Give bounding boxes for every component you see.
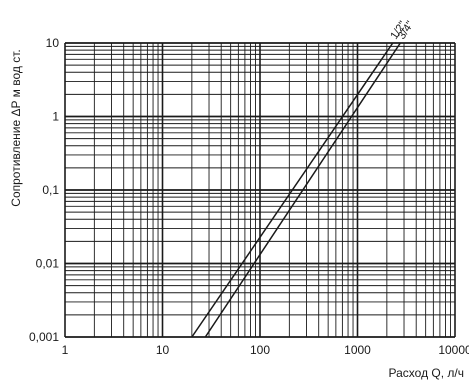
- series-layer: [191, 43, 401, 337]
- x-axis-title: Расход Q, л/ч: [389, 366, 464, 380]
- y-axis-title: Сопротивление ΔP м вод ст.: [9, 49, 23, 206]
- y-tick-label: 0,1: [42, 183, 59, 197]
- series-line-0: [191, 43, 394, 337]
- y-tick-label: 0,001: [29, 330, 59, 344]
- x-tick-label: 1000: [344, 343, 371, 357]
- x-tick-label: 10: [156, 343, 170, 357]
- y-tick-label: 10: [46, 36, 60, 50]
- grid-layer: [64, 42, 456, 338]
- x-tick-label: 1: [62, 343, 69, 357]
- y-tick-label: 0,01: [36, 257, 60, 271]
- x-tick-label: 10000: [438, 343, 469, 357]
- x-tick-label: 100: [250, 343, 270, 357]
- y-tick-label: 1: [52, 110, 59, 124]
- series-line-1: [204, 43, 401, 337]
